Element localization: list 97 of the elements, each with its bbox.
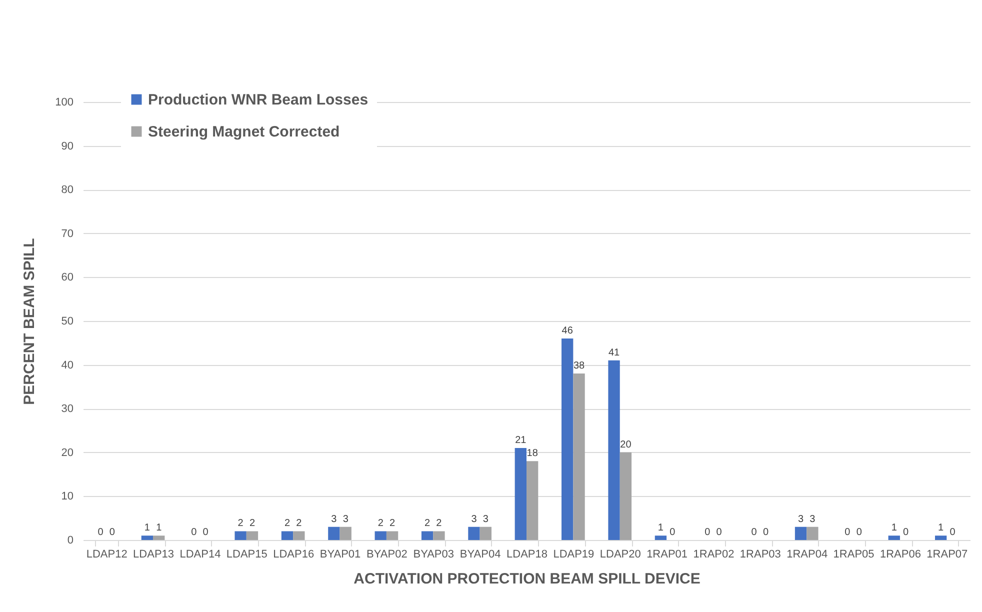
x-tick-label: LDAP12	[86, 548, 128, 560]
data-label: 3	[342, 514, 349, 525]
bar	[421, 531, 434, 540]
bar	[573, 374, 585, 540]
data-label: 2	[436, 518, 442, 530]
y-tick-label: 50	[61, 316, 74, 328]
data-label: 2	[296, 518, 302, 530]
x-axis-title: ACTIVATION PROTECTION BEAM SPILL DEVICE	[354, 570, 700, 588]
x-tick-label: LDAP15	[226, 548, 268, 560]
data-label: 18	[526, 448, 538, 460]
bar	[806, 526, 818, 540]
y-tick-label: 30	[61, 403, 74, 416]
data-label: 1	[938, 522, 944, 534]
data-label: 0	[844, 527, 851, 538]
data-label: 0	[202, 527, 209, 538]
data-label: 1	[156, 522, 162, 534]
y-tick-label: 10	[61, 490, 74, 503]
y-tick-label: 40	[61, 359, 74, 372]
data-label: 20	[620, 439, 632, 450]
x-tick-label: BYAP03	[413, 548, 454, 560]
bar	[526, 461, 538, 540]
data-label: 2	[249, 518, 256, 530]
y-tick-label: 20	[61, 446, 74, 459]
bar	[608, 360, 620, 540]
data-label: 2	[424, 518, 431, 530]
x-tick-label: 1RAP03	[740, 548, 781, 560]
data-label: 0	[903, 527, 910, 538]
data-label: 0	[751, 527, 758, 538]
x-tick-label: BYAP04	[460, 548, 501, 560]
data-label: 21	[515, 435, 527, 446]
data-label: 0	[762, 527, 769, 538]
x-tick-label: LDAP18	[506, 548, 548, 560]
y-tick-label: 80	[61, 184, 74, 196]
x-tick-label: 1RAP02	[693, 548, 734, 560]
x-tick-label: LDAP19	[553, 548, 594, 560]
data-label: 3	[810, 514, 816, 525]
x-tick-label: LDAP13	[133, 548, 174, 560]
bar	[888, 536, 900, 540]
legend-label: Steering Magnet Corrected	[148, 124, 340, 140]
data-label: 0	[109, 527, 116, 538]
data-label: 3	[471, 514, 478, 525]
data-label: 0	[716, 527, 722, 538]
data-label: 41	[608, 347, 620, 358]
x-tick-label: 1RAP06	[880, 548, 921, 560]
data-label: 46	[562, 326, 574, 337]
data-label: 2	[390, 518, 396, 530]
x-tick-label: LDAP16	[273, 548, 314, 560]
data-label: 1	[891, 522, 898, 534]
x-tick-label: 1RAP05	[833, 548, 874, 560]
data-label: 0	[704, 527, 711, 538]
x-tick-label: 1RAP01	[646, 548, 688, 560]
bar	[480, 526, 492, 540]
data-label: 38	[573, 360, 586, 372]
bar	[281, 531, 294, 540]
data-label: 1	[658, 522, 664, 534]
bar	[153, 536, 165, 540]
x-tick-label: LDAP14	[180, 548, 221, 560]
data-label: 0	[950, 527, 956, 538]
data-label: 0	[98, 527, 104, 538]
x-tick-label: 1RAP07	[926, 548, 968, 560]
bar	[433, 531, 445, 540]
data-label: 3	[482, 514, 489, 525]
bar	[246, 531, 258, 540]
data-label: 3	[798, 514, 804, 525]
bar	[328, 526, 340, 540]
bar	[340, 526, 352, 540]
x-tick-label: BYAP01	[320, 548, 361, 560]
y-tick-label: 60	[61, 272, 74, 284]
bar	[514, 448, 526, 540]
bar	[620, 452, 632, 540]
bar	[468, 526, 480, 540]
bar	[562, 338, 574, 540]
data-label: 2	[284, 518, 290, 530]
bar	[934, 536, 947, 540]
bar	[794, 526, 807, 540]
bar	[654, 536, 667, 540]
data-label: 0	[670, 527, 676, 538]
y-tick-label: 70	[61, 228, 74, 240]
y-tick-label: 0	[67, 534, 74, 546]
data-label: 0	[856, 527, 862, 538]
y-tick-label: 100	[55, 96, 74, 108]
bar	[293, 531, 305, 540]
x-tick-label: BYAP02	[366, 548, 408, 560]
data-label: 3	[331, 514, 338, 525]
bar	[374, 531, 386, 540]
x-tick-label: 1RAP04	[786, 548, 828, 560]
data-label: 2	[378, 518, 384, 530]
data-label: 1	[144, 522, 150, 534]
bar	[234, 531, 246, 540]
x-tick-label: LDAP20	[600, 548, 641, 560]
bar	[141, 536, 154, 540]
bar	[386, 531, 398, 540]
data-label: 0	[191, 527, 198, 538]
y-axis-title: PERCENT BEAM SPILL	[21, 238, 38, 405]
data-label: 2	[238, 518, 244, 530]
legend-label: Production WNR Beam Losses	[148, 92, 368, 108]
y-tick-label: 90	[61, 140, 74, 152]
